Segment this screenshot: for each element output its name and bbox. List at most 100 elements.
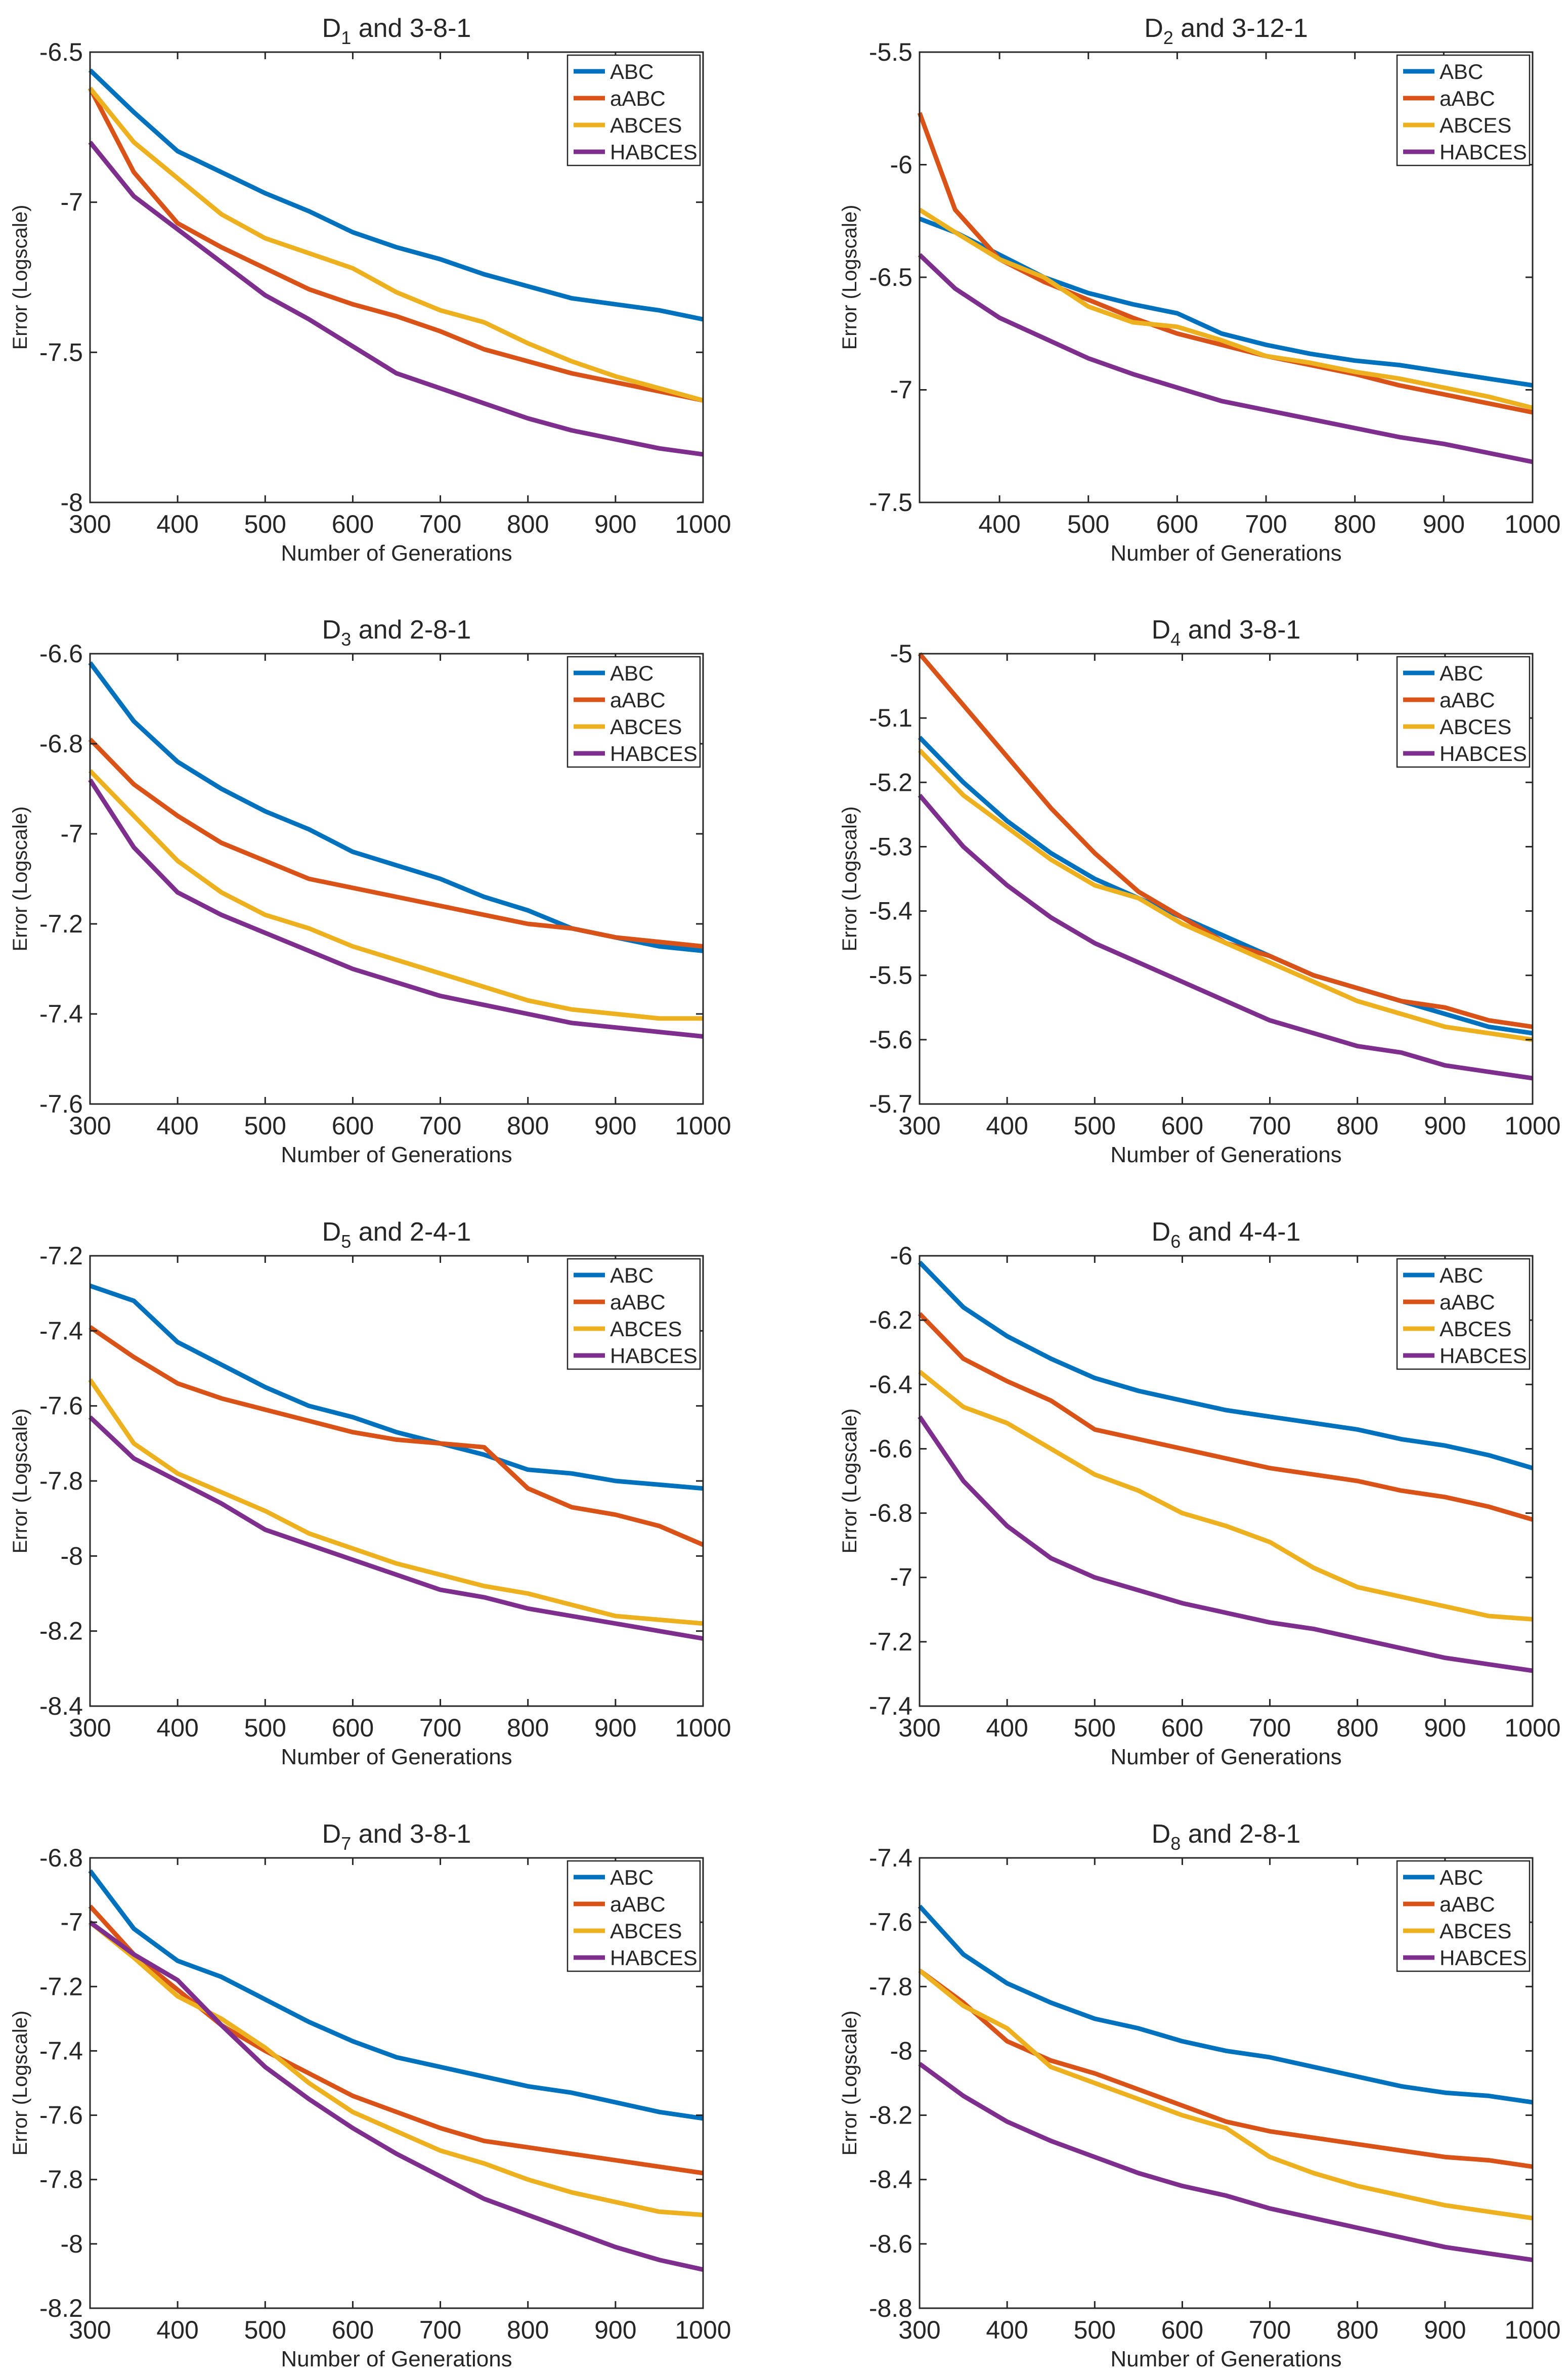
series-line-habces [918, 2062, 1533, 2263]
legend-label-aabc: aABC [1440, 1892, 1495, 1916]
x-tick-label: 900 [594, 1714, 636, 1742]
series-line-abc [919, 217, 1533, 388]
x-tick-label: 400 [156, 510, 198, 538]
x-tick-label: 400 [986, 1714, 1028, 1742]
chart-title-subscript: 8 [1170, 1833, 1181, 1854]
chart-title-rest: and 3-8-1 [1181, 615, 1300, 645]
x-axis-label: Number of Generations [1110, 1142, 1341, 1167]
legend-label-abc: ABC [610, 1865, 654, 1889]
legend-label-abces: ABCES [610, 113, 682, 137]
series-line-aabc [89, 1325, 704, 1547]
legend-label-habces: HABCES [1440, 140, 1527, 164]
chart-title-rest: and 2-4-1 [351, 1217, 471, 1247]
x-tick-label: 1000 [675, 2316, 731, 2344]
y-tick-label: -7 [890, 376, 912, 404]
series-line-aabc [88, 87, 704, 403]
series-line-abces [918, 207, 1534, 410]
x-tick-label: 700 [419, 1112, 461, 1140]
y-tick-label: -7.5 [869, 488, 912, 517]
y-tick-label: -5.5 [869, 38, 912, 66]
x-tick-label: 600 [332, 1112, 374, 1140]
chart-title-rest: and 2-8-1 [1181, 1819, 1300, 1849]
x-tick-label: 700 [1245, 510, 1287, 538]
legend: ABC aABC ABCES HABCES [567, 1860, 701, 1972]
axes-box [919, 653, 1534, 1105]
chart-panel-4: 300 400 500 600 700 800 900 1000 -5 -5.1 -5.2 -5.3 -… [839, 615, 1561, 1167]
y-tick-label: -5.1 [869, 704, 912, 732]
chart-title: D4 and 3-8-1 [1152, 615, 1301, 650]
x-tick-label: 800 [507, 2316, 549, 2344]
x-tick-label: 900 [594, 1112, 636, 1140]
chart-title-dataset: D [1152, 1819, 1171, 1849]
x-axis-label: Number of Generations [281, 1142, 512, 1167]
y-tick-label: -8 [61, 488, 83, 517]
x-tick-label: 700 [1249, 1714, 1291, 1742]
y-tick-label: -7.2 [39, 1242, 83, 1270]
legend-label-aabc: aABC [610, 688, 666, 712]
chart-title-subscript: 1 [341, 27, 351, 48]
legend-label-abc: ABC [610, 1263, 654, 1287]
legend-label-abces: ABCES [610, 715, 682, 739]
legend-label-abces: ABCES [610, 1317, 682, 1341]
series-line-habces [918, 253, 1533, 464]
y-tick-label: -7.5 [39, 338, 83, 366]
y-tick-label: -6.8 [39, 1844, 83, 1872]
chart-title-rest: and 3-8-1 [351, 14, 471, 43]
legend-label-abces: ABCES [1440, 715, 1511, 739]
chart-title-subscript: 7 [341, 1833, 351, 1854]
series-line-abc [88, 1869, 704, 2121]
x-tick-label: 600 [332, 1714, 374, 1742]
series-line-habces [88, 778, 704, 1039]
series-line-habces [88, 1415, 704, 1641]
chart-title: D8 and 2-8-1 [1152, 1819, 1301, 1854]
chart-panel-3: 300 400 500 600 700 800 900 1000 -6.6 -6.8 -7 -7.2 -… [9, 615, 731, 1167]
x-tick-label: 500 [1067, 510, 1109, 538]
legend: ABC aABC ABCES HABCES [1396, 1860, 1531, 1972]
y-tick-label: -8 [61, 2230, 83, 2258]
y-tick-label: -7.6 [869, 1908, 912, 1936]
series-line-habces [918, 1415, 1533, 1673]
chart-panel-8: 300 400 500 600 700 800 900 1000 -7.4 -7.6 -7.8 -8 -… [839, 1819, 1561, 2371]
chart-title-subscript: 3 [341, 629, 351, 650]
y-tick-label: -7.8 [39, 2166, 83, 2194]
x-tick-label: 1000 [1504, 510, 1560, 538]
chart-title-subscript: 5 [341, 1231, 351, 1252]
y-tick-label: -7 [890, 1563, 912, 1592]
legend-label-aabc: aABC [1440, 87, 1495, 110]
y-tick-label: -6.5 [39, 38, 83, 66]
chart-title: D2 and 3-12-1 [1144, 14, 1308, 48]
y-axis-label: Error (Logscale) [839, 205, 861, 350]
y-tick-label: -5.2 [869, 768, 912, 796]
y-tick-label: -5.7 [869, 1090, 912, 1118]
chart-title: D5 and 2-4-1 [322, 1217, 471, 1252]
x-tick-label: 900 [594, 2316, 636, 2344]
x-tick-label: 300 [69, 1714, 111, 1742]
y-tick-label: -6.5 [869, 263, 912, 291]
axes-box [919, 1255, 1534, 1707]
legend-label-habces: HABCES [1440, 1344, 1527, 1368]
y-tick-label: -5.3 [869, 832, 912, 861]
x-tick-label: 900 [1424, 1714, 1466, 1742]
y-tick-label: -6 [890, 1242, 912, 1270]
x-tick-label: 800 [1336, 1714, 1378, 1742]
legend-box [1396, 1860, 1531, 1972]
y-tick-label: -7.2 [39, 910, 83, 938]
chart-title-dataset: D [322, 1819, 341, 1849]
x-tick-label: 1000 [675, 510, 731, 538]
x-tick-label: 500 [244, 1112, 286, 1140]
series-line-abces [89, 1920, 704, 2218]
chart-panel-7: 300 400 500 600 700 800 900 1000 -6.8 -7 -7.2 -7.4 -… [9, 1819, 731, 2371]
y-tick-label: -6.2 [869, 1306, 912, 1334]
y-tick-label: -8.6 [869, 2230, 912, 2258]
x-tick-label: 400 [156, 2316, 198, 2344]
chart-title-rest: and 3-8-1 [351, 1819, 471, 1849]
legend-label-habces: HABCES [610, 1946, 698, 1970]
y-tick-label: -7.6 [39, 1090, 83, 1118]
chart-title: D7 and 3-8-1 [322, 1819, 471, 1854]
series-line-abces [918, 1370, 1533, 1622]
x-tick-label: 300 [898, 1112, 940, 1140]
x-tick-label: 600 [1161, 1714, 1203, 1742]
series-line-aabc [918, 1968, 1533, 2169]
legend-label-habces: HABCES [610, 1344, 698, 1368]
